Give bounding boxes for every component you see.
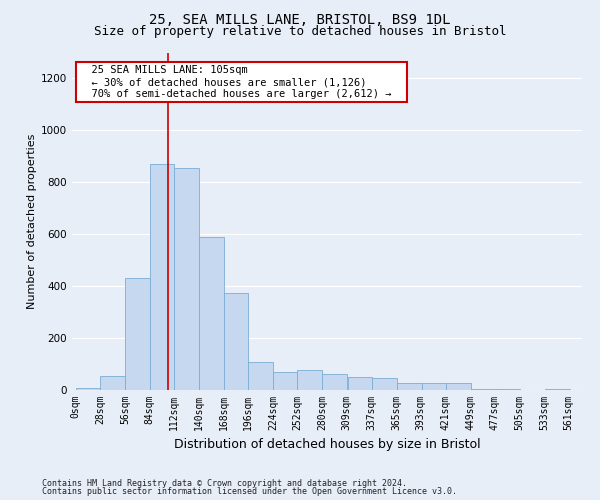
Text: 25, SEA MILLS LANE, BRISTOL, BS9 1DL: 25, SEA MILLS LANE, BRISTOL, BS9 1DL: [149, 12, 451, 26]
Text: Contains HM Land Registry data © Crown copyright and database right 2024.: Contains HM Land Registry data © Crown c…: [42, 478, 407, 488]
Text: Size of property relative to detached houses in Bristol: Size of property relative to detached ho…: [94, 25, 506, 38]
Bar: [545, 389, 569, 390]
Bar: [199, 237, 224, 390]
Bar: [224, 292, 248, 390]
X-axis label: Distribution of detached houses by size in Bristol: Distribution of detached houses by size …: [173, 438, 481, 452]
Text: 25 SEA MILLS LANE: 105sqm  
  ← 30% of detached houses are smaller (1,126)  
  7: 25 SEA MILLS LANE: 105sqm ← 30% of detac…: [79, 66, 404, 98]
Bar: [76, 388, 100, 390]
Bar: [174, 168, 199, 390]
Y-axis label: Number of detached properties: Number of detached properties: [27, 134, 37, 309]
Bar: [471, 388, 496, 390]
Bar: [149, 164, 174, 390]
Bar: [322, 374, 347, 390]
Bar: [298, 370, 322, 390]
Bar: [248, 362, 273, 390]
Bar: [125, 278, 149, 390]
Bar: [397, 382, 422, 390]
Text: Contains public sector information licensed under the Open Government Licence v3: Contains public sector information licen…: [42, 487, 457, 496]
Bar: [446, 382, 471, 390]
Bar: [422, 382, 446, 390]
Bar: [100, 376, 125, 390]
Bar: [496, 389, 520, 390]
Bar: [373, 378, 397, 390]
Bar: [347, 376, 373, 390]
Bar: [273, 372, 298, 390]
